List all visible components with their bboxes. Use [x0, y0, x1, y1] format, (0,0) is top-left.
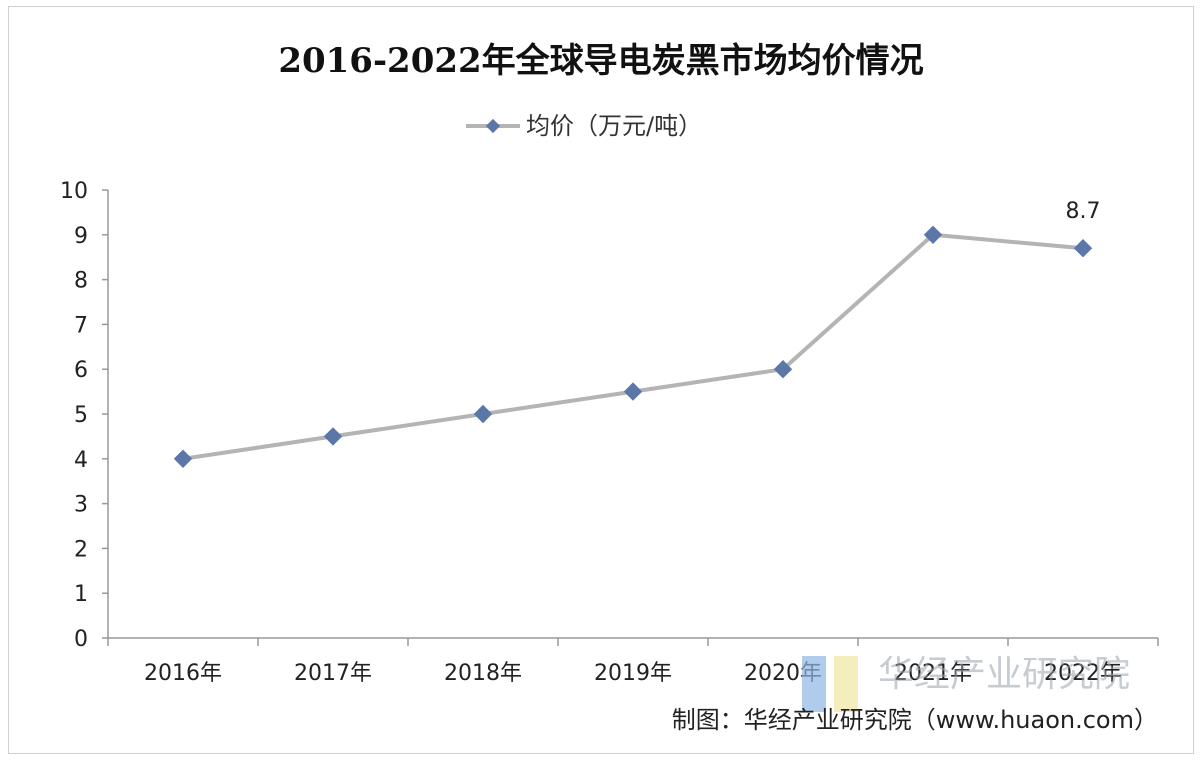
chart-title: 2016-2022年全球导电炭黑市场均价情况 — [278, 41, 923, 81]
axes — [107, 190, 1158, 639]
data-point — [923, 225, 943, 244]
x-tick-label: 2019年 — [594, 661, 672, 686]
data-point — [623, 382, 643, 401]
x-tick-label: 2016年 — [144, 661, 222, 686]
series-markers — [173, 225, 1093, 468]
y-tick-label: 1 — [74, 582, 88, 607]
y-tick-label: 3 — [74, 493, 88, 518]
x-tick-label: 2017年 — [294, 661, 372, 686]
data-point — [1073, 239, 1093, 258]
y-tick-label: 7 — [74, 313, 88, 338]
watermark-text: 华经产业研究院 — [878, 654, 1130, 695]
y-tick-label: 8 — [74, 269, 88, 294]
legend: 均价（万元/吨） — [466, 112, 702, 140]
series-polyline — [182, 232, 1084, 461]
y-tick-label: 0 — [74, 627, 88, 652]
chart-frame — [8, 6, 1194, 754]
watermark-logo-right — [834, 656, 858, 712]
y-tick-label: 6 — [74, 358, 88, 383]
y-axis-ticks: 0 1 2 3 4 5 6 7 8 9 10 — [60, 179, 108, 652]
y-tick-label: 4 — [74, 448, 88, 473]
data-labels: 8.7 — [1066, 199, 1101, 224]
watermark: 华经产业研究院 — [802, 654, 1130, 712]
y-tick-label: 2 — [74, 537, 88, 562]
source-note: 制图：华经产业研究院（www.huaon.com） — [672, 706, 1158, 734]
y-tick-label: 9 — [74, 224, 88, 249]
data-point — [323, 427, 343, 446]
x-tick-label: 2021年 — [894, 661, 972, 686]
x-tick-label: 2018年 — [444, 661, 522, 686]
y-tick-label: 5 — [74, 403, 88, 428]
data-point — [173, 449, 193, 468]
data-point — [773, 360, 793, 379]
series-line — [182, 232, 1084, 461]
legend-label: 均价（万元/吨） — [526, 112, 702, 140]
x-tick-label: 2022年 — [1044, 661, 1122, 686]
data-point — [473, 404, 493, 424]
legend-marker-swatch — [485, 118, 501, 134]
watermark-logo-left — [802, 656, 826, 712]
y-tick-label: 10 — [60, 179, 88, 204]
data-label: 8.7 — [1066, 199, 1101, 224]
